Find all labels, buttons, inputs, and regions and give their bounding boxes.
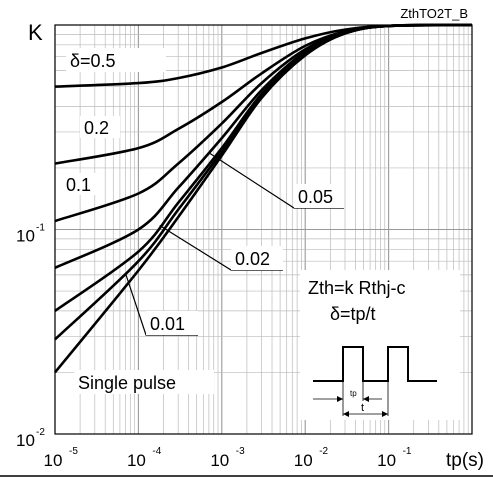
- y-tick-label: 10: [16, 431, 35, 450]
- x-tick-exponent: -3: [236, 446, 245, 457]
- chart-title: ZthTO2T_B: [400, 6, 468, 21]
- x-tick-exponent: -2: [319, 446, 328, 457]
- y-tick-exponent: -1: [36, 223, 45, 234]
- pulse-diagram: [313, 346, 437, 417]
- curves: [53, 23, 473, 374]
- label-bg-001: [146, 311, 198, 335]
- series-label-single-pulse: Single pulse: [78, 373, 176, 393]
- tp-arrowhead-right: [363, 396, 369, 402]
- label-bg-single: [74, 370, 214, 394]
- label-bg-01: [62, 173, 102, 195]
- y-tick-exponent: -2: [36, 427, 45, 438]
- pulse-waveform: [313, 346, 437, 382]
- label-bg-d05: [66, 48, 166, 72]
- series-label-0.05: 0.05: [298, 187, 333, 207]
- x-tick-label: 10: [210, 451, 229, 470]
- annotation-box: [300, 270, 460, 420]
- label-bg-005: [294, 184, 344, 208]
- y-tick-labels: 10-210-1: [16, 223, 45, 451]
- x-tick-exponent: -5: [69, 446, 78, 457]
- annotation-delta: δ=tp/t: [330, 304, 376, 324]
- x-tick-label: 10: [127, 451, 146, 470]
- x-axis-label: tp(s): [446, 450, 484, 471]
- annotation-zth: Zth=k Rthj-c: [308, 278, 406, 298]
- inset-label-tp: tp: [350, 389, 357, 398]
- series-label-0.01: 0.01: [150, 314, 185, 334]
- series-label-0.1: 0.1: [66, 175, 91, 195]
- label-bg-02: [80, 116, 120, 138]
- t-arrowhead-left: [343, 411, 349, 417]
- series-label-0.2: 0.2: [84, 118, 109, 138]
- series-label-0.5: δ=0.5: [70, 51, 116, 71]
- x-tick-labels: 10 -5 10 -4 10 -3 10 -2 10 -1: [44, 446, 412, 470]
- series-label-0.02: 0.02: [235, 249, 270, 269]
- y-tick-label: 10: [16, 227, 35, 246]
- series-line-6: [53, 23, 473, 374]
- x-tick-label: 10: [294, 451, 313, 470]
- x-tick-label: 10: [44, 451, 63, 470]
- x-tick-label: 10: [377, 451, 396, 470]
- label-bg-002: [231, 246, 283, 270]
- t-arrowhead-right: [382, 411, 388, 417]
- plot-frame: [54, 24, 473, 435]
- x-tick-exponent: -1: [403, 446, 412, 457]
- x-tick-exponent: -4: [152, 446, 161, 457]
- y-axis-label: K: [28, 20, 43, 45]
- tp-arrowhead-left: [337, 396, 343, 402]
- inset-label-t: t: [361, 402, 364, 414]
